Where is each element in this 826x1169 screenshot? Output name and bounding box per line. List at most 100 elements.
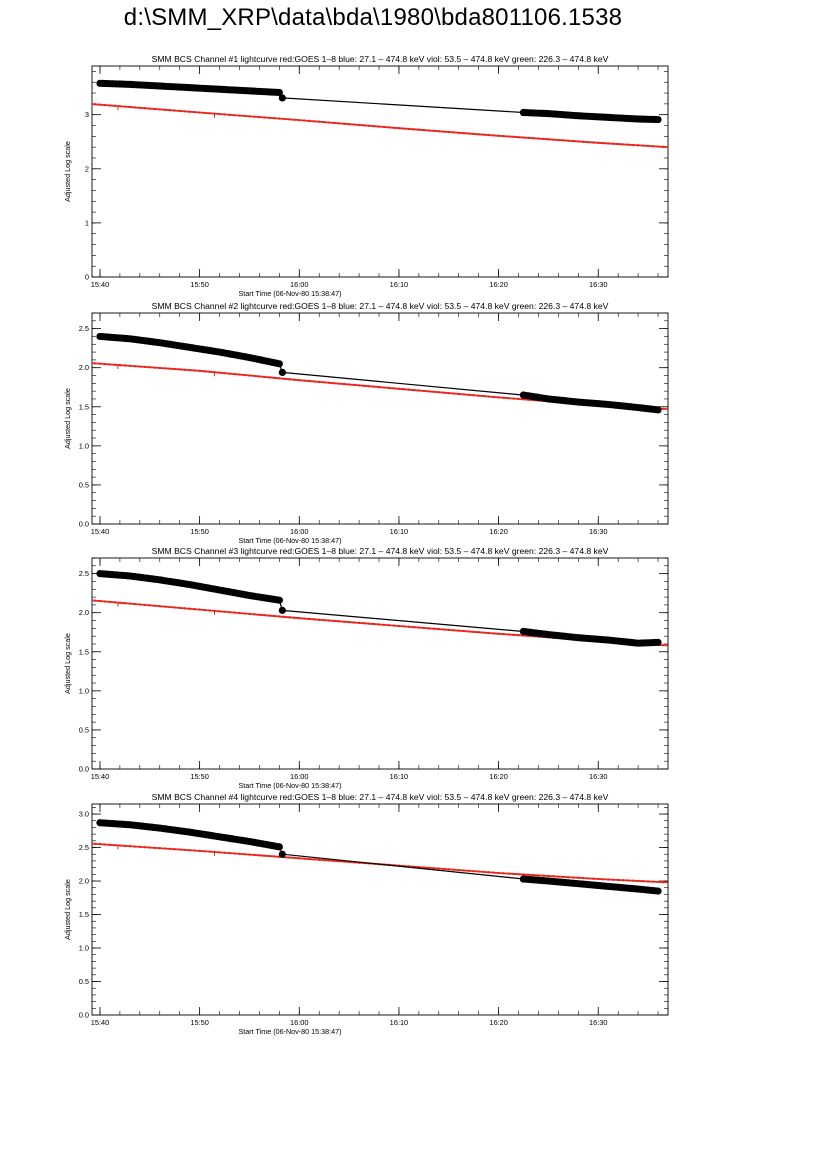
goes-marker — [462, 132, 465, 135]
goes-marker — [208, 112, 211, 115]
goes-marker — [363, 124, 365, 127]
goes-marker — [567, 139, 570, 142]
goes-marker — [437, 628, 440, 631]
goes-marker — [168, 367, 171, 370]
y-axis-label: Adjusted Log scale — [63, 141, 72, 202]
goes-marker — [129, 845, 131, 848]
plot-area — [92, 332, 668, 414]
goes-marker — [457, 131, 460, 134]
goes-marker — [433, 867, 435, 870]
goes-marker — [273, 376, 276, 379]
goes-marker — [228, 113, 231, 116]
goes-marker — [512, 397, 515, 400]
plot-area — [92, 819, 668, 895]
goes-marker — [278, 117, 281, 120]
goes-marker — [268, 376, 271, 379]
y-tick-label: 0.5 — [79, 725, 89, 734]
goes-marker — [462, 393, 465, 396]
goes-marker — [263, 854, 266, 857]
goes-marker — [114, 363, 116, 366]
goes-marker — [183, 848, 186, 851]
goes-marker — [447, 392, 450, 395]
goes-marker — [283, 117, 286, 121]
goes-marker — [163, 847, 166, 850]
goes-marker — [193, 369, 196, 372]
goes-marker — [477, 631, 480, 634]
goes-marker — [452, 629, 455, 632]
goes-marker — [144, 603, 146, 606]
goes-marker — [423, 866, 425, 869]
goes-marker — [233, 114, 236, 117]
goes-marker — [497, 134, 500, 137]
goes-marker — [612, 142, 614, 145]
goes-marker — [552, 138, 555, 141]
goes-marker — [208, 850, 211, 853]
goes-marker — [178, 109, 181, 113]
goes-marker — [338, 122, 340, 125]
goes-marker — [403, 388, 405, 391]
goes-marker — [308, 617, 311, 621]
plot-frame — [91, 803, 669, 1016]
goes-marker — [487, 631, 490, 635]
goes-marker — [134, 365, 136, 368]
y-tick-label: 1.5 — [79, 647, 89, 656]
goes-marker — [452, 131, 455, 134]
goes-marker — [178, 848, 181, 851]
goes-marker — [114, 104, 116, 107]
y-tick-label: 0.0 — [79, 1011, 89, 1020]
goes-marker — [532, 137, 535, 140]
goes-marker — [403, 625, 405, 628]
goes-marker — [223, 372, 226, 375]
goes-marker — [253, 853, 256, 857]
goes-marker — [637, 144, 639, 147]
goes-marker — [472, 870, 475, 873]
goes-marker — [263, 116, 266, 119]
goes-marker — [437, 130, 440, 133]
goes-marker — [602, 878, 605, 881]
goes-marker — [313, 858, 316, 861]
goes-marker — [218, 851, 221, 854]
goes-marker — [343, 860, 345, 863]
x-axis-label: Start Time (06-Nov-80 15:38:47) — [238, 1027, 341, 1036]
y-tick-label: 0.5 — [79, 480, 89, 489]
goes-marker — [348, 123, 350, 126]
y-tick-label: 2.5 — [79, 324, 89, 333]
goes-marker — [632, 879, 634, 882]
goes-marker — [303, 857, 306, 860]
goes-marker — [253, 374, 256, 378]
goes-marker — [124, 844, 126, 847]
goes-marker — [253, 613, 256, 616]
goes-marker — [348, 860, 350, 864]
goes-marker — [557, 875, 560, 878]
goes-marker — [153, 846, 156, 849]
goes-marker — [378, 623, 380, 626]
x-axis-label: Start Time (06-Nov-80 15:38:47) — [238, 536, 341, 545]
goes-marker — [457, 868, 460, 872]
goes-marker — [268, 854, 271, 858]
goes-marker — [557, 138, 560, 142]
goes-marker — [467, 132, 470, 135]
goes-series-line — [92, 842, 668, 884]
goes-marker — [597, 141, 600, 144]
goes-marker — [258, 375, 261, 378]
y-tick-label: 2 — [85, 164, 89, 173]
goes-marker — [323, 121, 325, 124]
goes-marker — [338, 860, 340, 863]
x-tick-label: 16:20 — [489, 772, 508, 781]
goes-marker — [308, 857, 311, 861]
goes-marker — [522, 873, 525, 876]
goes-marker — [497, 396, 500, 399]
goes-marker — [512, 872, 515, 875]
goes-marker — [343, 122, 345, 125]
x-tick-label: 16:10 — [390, 280, 409, 289]
page-title: d:\SMM_XRP\data\bda\1980\bda801106.1538 — [123, 4, 623, 31]
goes-marker — [577, 876, 580, 879]
goes-marker — [522, 136, 525, 139]
bcs-marker — [654, 638, 662, 646]
goes-marker — [433, 129, 435, 132]
goes-marker — [323, 381, 325, 384]
goes-marker — [398, 127, 400, 130]
goes-marker — [467, 869, 470, 872]
goes-marker — [567, 876, 570, 879]
goes-marker — [119, 601, 121, 604]
